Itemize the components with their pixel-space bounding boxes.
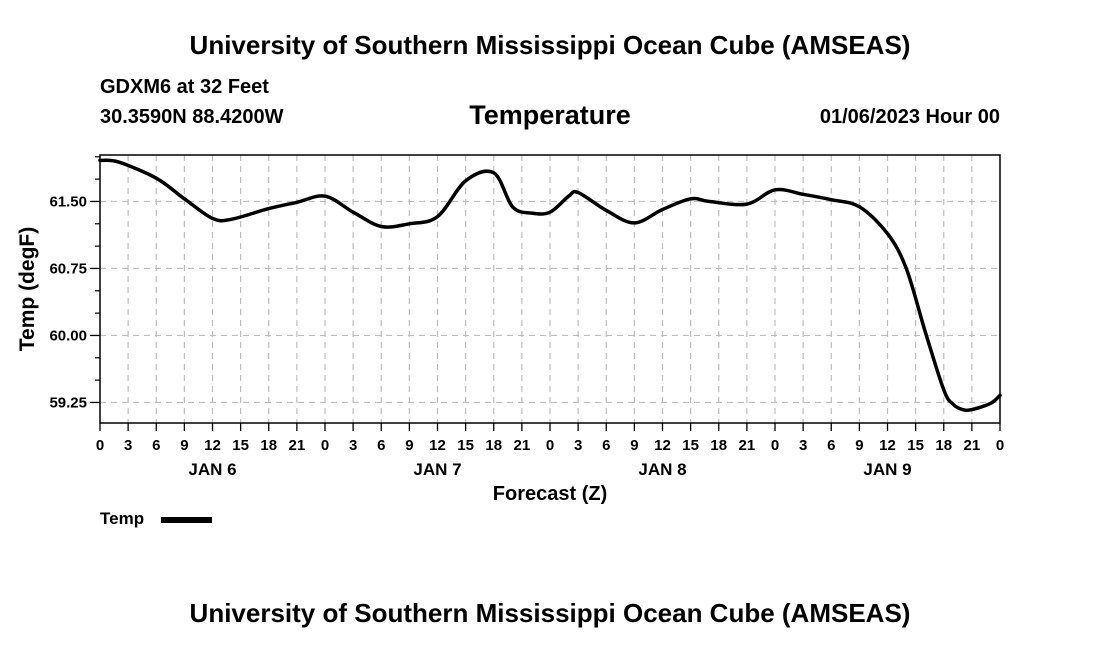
legend-swatch [161, 517, 212, 523]
x-tick-label: 6 [602, 437, 610, 454]
y-axis-label: Temp (degF) [16, 227, 39, 351]
station-label: GDXM6 at 32 Feet [100, 76, 269, 98]
x-tick-label: 6 [827, 437, 835, 454]
day-label: JAN 8 [638, 460, 686, 479]
x-axis-label: Forecast (Z) [493, 483, 607, 505]
x-tick-label: 18 [935, 437, 952, 454]
x-tick-label: 21 [289, 437, 306, 454]
x-tick-label: 6 [152, 437, 160, 454]
x-tick-label: 12 [204, 437, 221, 454]
y-tick-label: 60.00 [49, 327, 87, 344]
day-label: JAN 7 [413, 460, 461, 479]
day-label: JAN 9 [863, 460, 911, 479]
x-tick-label: 3 [349, 437, 357, 454]
x-tick-label: 3 [124, 437, 132, 454]
forecast-datetime: 01/06/2023 Hour 00 [819, 106, 1000, 128]
x-tick-label: 0 [771, 437, 779, 454]
x-tick-label: 0 [96, 437, 104, 454]
x-tick-label: 15 [457, 437, 474, 454]
coordinates-label: 30.3590N 88.4200W [100, 106, 284, 128]
x-tick-label: 15 [682, 437, 699, 454]
x-tick-label: 18 [485, 437, 502, 454]
x-tick-label: 9 [630, 437, 638, 454]
chart-title: University of Southern Mississippi Ocean… [189, 30, 911, 60]
x-tick-label: 12 [429, 437, 446, 454]
variable-title: Temperature [469, 100, 631, 130]
y-tick-label: 61.50 [49, 193, 87, 210]
x-tick-label: 9 [855, 437, 863, 454]
x-tick-label: 3 [799, 437, 807, 454]
footer-title: University of Southern Mississippi Ocean… [189, 598, 911, 628]
y-tick-label: 59.25 [49, 394, 87, 411]
x-tick-label: 9 [405, 437, 413, 454]
x-tick-label: 3 [574, 437, 582, 454]
x-tick-label: 18 [710, 437, 727, 454]
x-tick-label: 21 [514, 437, 531, 454]
x-tick-label: 18 [260, 437, 277, 454]
legend-label: Temp [100, 509, 145, 528]
x-tick-label: 21 [964, 437, 981, 454]
x-tick-label: 9 [180, 437, 188, 454]
y-tick-label: 60.75 [49, 260, 87, 277]
x-tick-label: 0 [546, 437, 554, 454]
x-tick-label: 0 [321, 437, 329, 454]
x-tick-label: 12 [654, 437, 671, 454]
x-tick-label: 12 [879, 437, 896, 454]
plot-frame [99, 154, 1001, 424]
x-tick-label: 15 [907, 437, 924, 454]
x-tick-label: 6 [377, 437, 385, 454]
x-tick-label: 0 [996, 437, 1004, 454]
x-tick-label: 21 [739, 437, 756, 454]
day-label: JAN 6 [188, 460, 236, 479]
temp-series-line [98, 158, 1002, 413]
x-tick-label: 15 [232, 437, 249, 454]
